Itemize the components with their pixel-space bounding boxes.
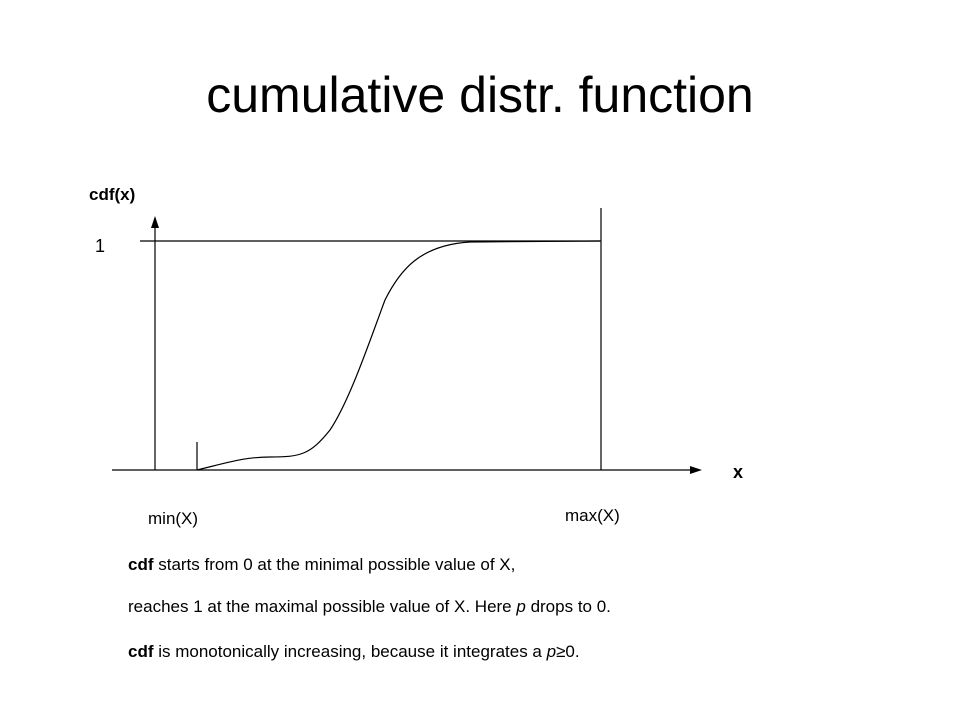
min-label: min(X) — [148, 509, 198, 528]
note-italic: p — [515, 597, 525, 616]
cdf-curve — [196, 240, 601, 471]
note-text: reaches 1 at the maximal possible value … — [128, 597, 516, 616]
note-bold: cdf — [128, 555, 154, 574]
x-axis-label: x — [733, 462, 743, 482]
note: cdf starts from 0 at the minimal possibl… — [128, 555, 515, 574]
max-label: max(X) — [565, 506, 620, 525]
y-arrow — [151, 216, 159, 228]
y-level-label: 1 — [95, 236, 105, 256]
note-text: ≥0. — [556, 642, 580, 661]
note-italic: p — [546, 642, 556, 661]
y-axis-label: cdf(x) — [89, 185, 135, 204]
axes — [112, 208, 692, 471]
note-text: is monotonically increasing, because it … — [154, 642, 547, 661]
note-text: drops to 0. — [526, 597, 611, 616]
slide-title: cumulative distr. function — [206, 67, 754, 123]
x-arrow — [690, 466, 702, 474]
note: cdf is monotonically increasing, because… — [128, 642, 580, 661]
note: reaches 1 at the maximal possible value … — [128, 597, 611, 616]
note-text: starts from 0 at the minimal possible va… — [154, 555, 516, 574]
note-bold: cdf — [128, 642, 154, 661]
